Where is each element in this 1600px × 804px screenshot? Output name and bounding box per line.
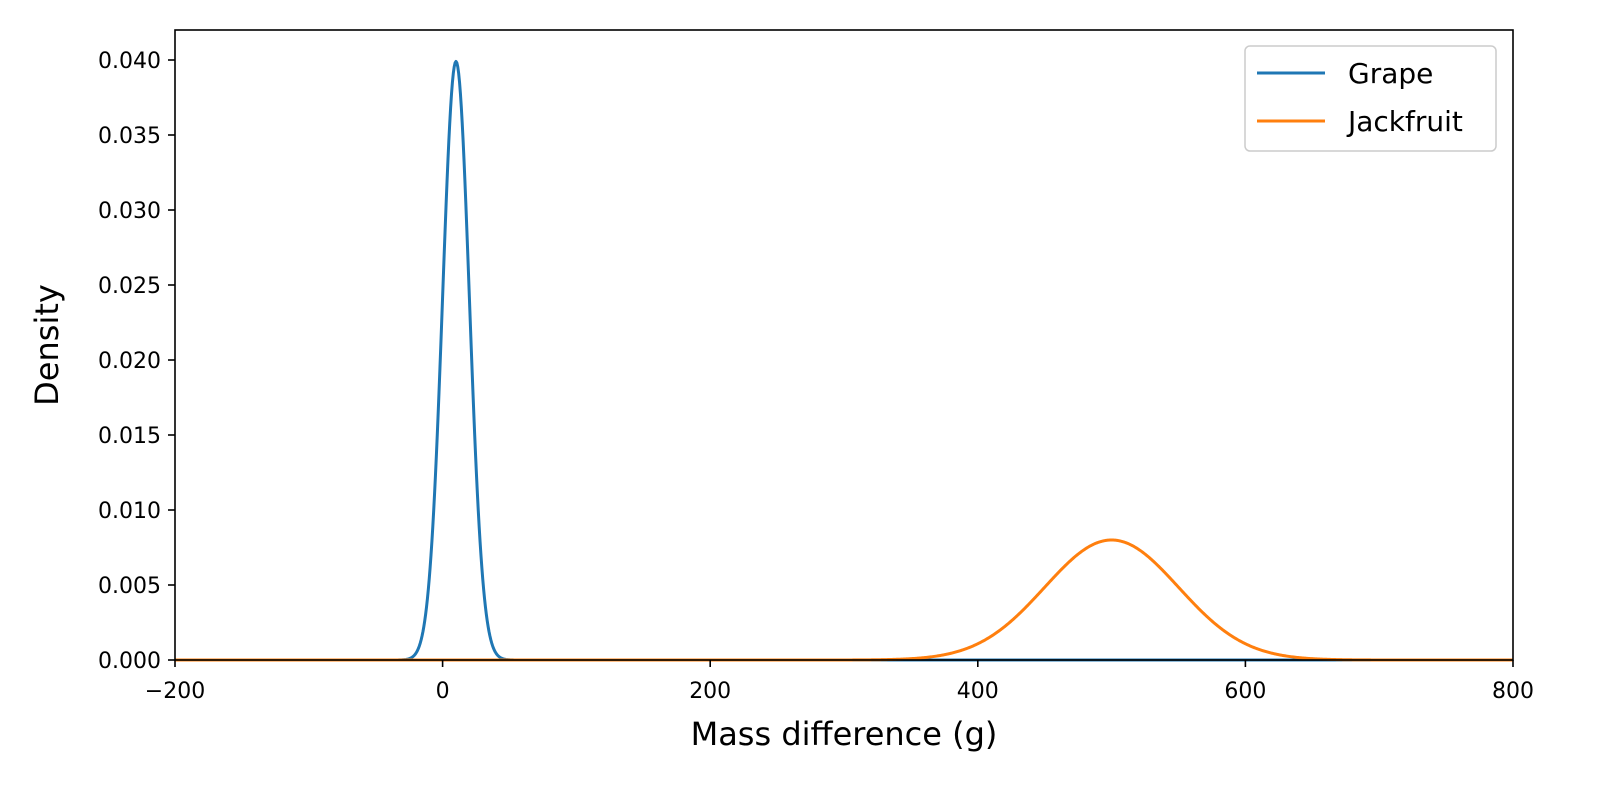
y-tick-label: 0.020 (98, 349, 161, 374)
x-tick-label: 600 (1224, 679, 1266, 704)
y-tick-label: 0.035 (98, 124, 161, 149)
legend: Grape Jackfruit (1244, 45, 1497, 152)
x-axis-label: Mass difference (g) (691, 715, 998, 753)
y-tick-label: 0.025 (98, 274, 161, 299)
x-tick-label: 800 (1492, 679, 1534, 704)
y-axis-label: Density (28, 284, 66, 406)
y-tick-label: 0.010 (98, 499, 161, 524)
y-tick-label: 0.000 (98, 649, 161, 674)
x-tick-label: 200 (689, 679, 731, 704)
x-tick-label: −200 (145, 679, 205, 704)
y-tick-label: 0.030 (98, 199, 161, 224)
y-tick-label: 0.040 (98, 49, 161, 74)
x-tick-label: 400 (957, 679, 999, 704)
legend-label-jackfruit: Jackfruit (1346, 105, 1463, 138)
legend-label-grape: Grape (1348, 57, 1433, 90)
y-tick-label: 0.005 (98, 574, 161, 599)
series-line-jackfruit (174, 538, 1514, 662)
y-axis-ticks: 0.000 0.005 0.010 0.015 0.020 0.025 0.030 0.035… (98, 49, 175, 674)
plot-frame (174, 29, 1514, 661)
x-axis-ticks: −200 0 200 400 600 800 (145, 660, 1534, 704)
y-tick-label: 0.015 (98, 424, 161, 449)
x-tick-label: 0 (436, 679, 450, 704)
